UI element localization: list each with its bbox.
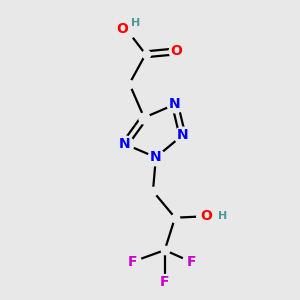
- Text: F: F: [160, 275, 169, 290]
- Text: N: N: [169, 98, 181, 111]
- Text: N: N: [119, 137, 131, 151]
- Text: F: F: [187, 255, 196, 269]
- Text: N: N: [150, 150, 162, 164]
- Text: N: N: [177, 128, 188, 142]
- Text: F: F: [128, 255, 137, 269]
- Text: O: O: [116, 22, 128, 36]
- Text: H: H: [131, 18, 140, 28]
- Text: H: H: [218, 211, 227, 221]
- Text: O: O: [200, 209, 212, 223]
- Text: O: O: [171, 44, 182, 58]
